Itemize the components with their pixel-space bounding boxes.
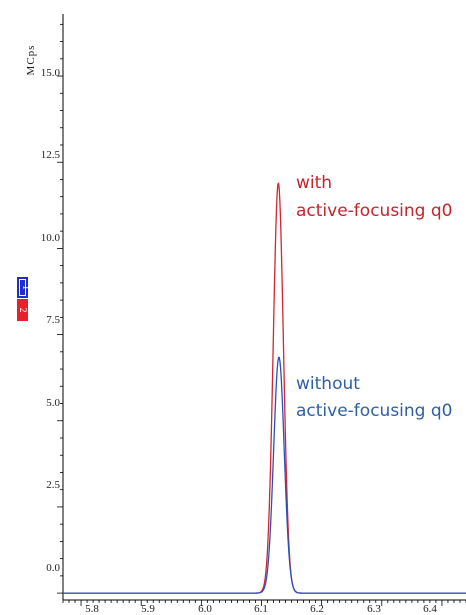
x-tick-label: 6.1 [254,603,268,615]
annotation-with-line-2: active-focusing q0 [296,201,452,221]
y-unit-label: MCps [25,45,37,76]
x-tick-label: 6.0 [198,603,212,615]
legend-swatch-2 [17,299,28,321]
annotation-with: with active-focusing q0 [296,173,452,221]
y-tick-label: 0.0 [46,562,60,574]
legend-swatch-1-core [20,280,25,295]
y-tick-label: 10.0 [41,232,61,244]
y-tick-label: 2.5 [46,479,60,491]
y-tick-label: 7.5 [46,314,60,326]
x-tick-label: 5.8 [85,603,99,615]
x-minor-ticks [62,600,466,606]
annotation-without-line-2: active-focusing q0 [296,401,452,421]
legend: 1 2 [17,277,31,321]
y-tick-labels: 0.0 2.5 5.0 7.5 10.0 12.5 15.0 [41,67,61,574]
series-line-1 [63,182,466,594]
annotation-without: without active-focusing q0 [296,374,452,421]
x-tick-labels: 5.8 5.9 6.0 6.1 6.2 6.3 6.4 [85,603,437,615]
y-tick-label: 5.0 [46,397,60,409]
y-tick-label: 15.0 [41,67,61,79]
annotation-without-line-1: without [296,374,360,394]
annotation-with-line-1: with [296,173,332,193]
x-tick-label: 5.9 [141,603,155,615]
series-line-2 [63,356,466,594]
legend-label-2: 2 [17,308,28,313]
legend-label-1: 1 [20,285,31,290]
y-minor-ticks [57,23,63,594]
x-tick-label: 6.3 [367,603,381,615]
y-tick-label: 12.5 [41,149,61,161]
x-tick-label: 6.2 [310,603,324,615]
series-layer [63,182,466,594]
x-tick-label: 6.4 [423,603,437,615]
